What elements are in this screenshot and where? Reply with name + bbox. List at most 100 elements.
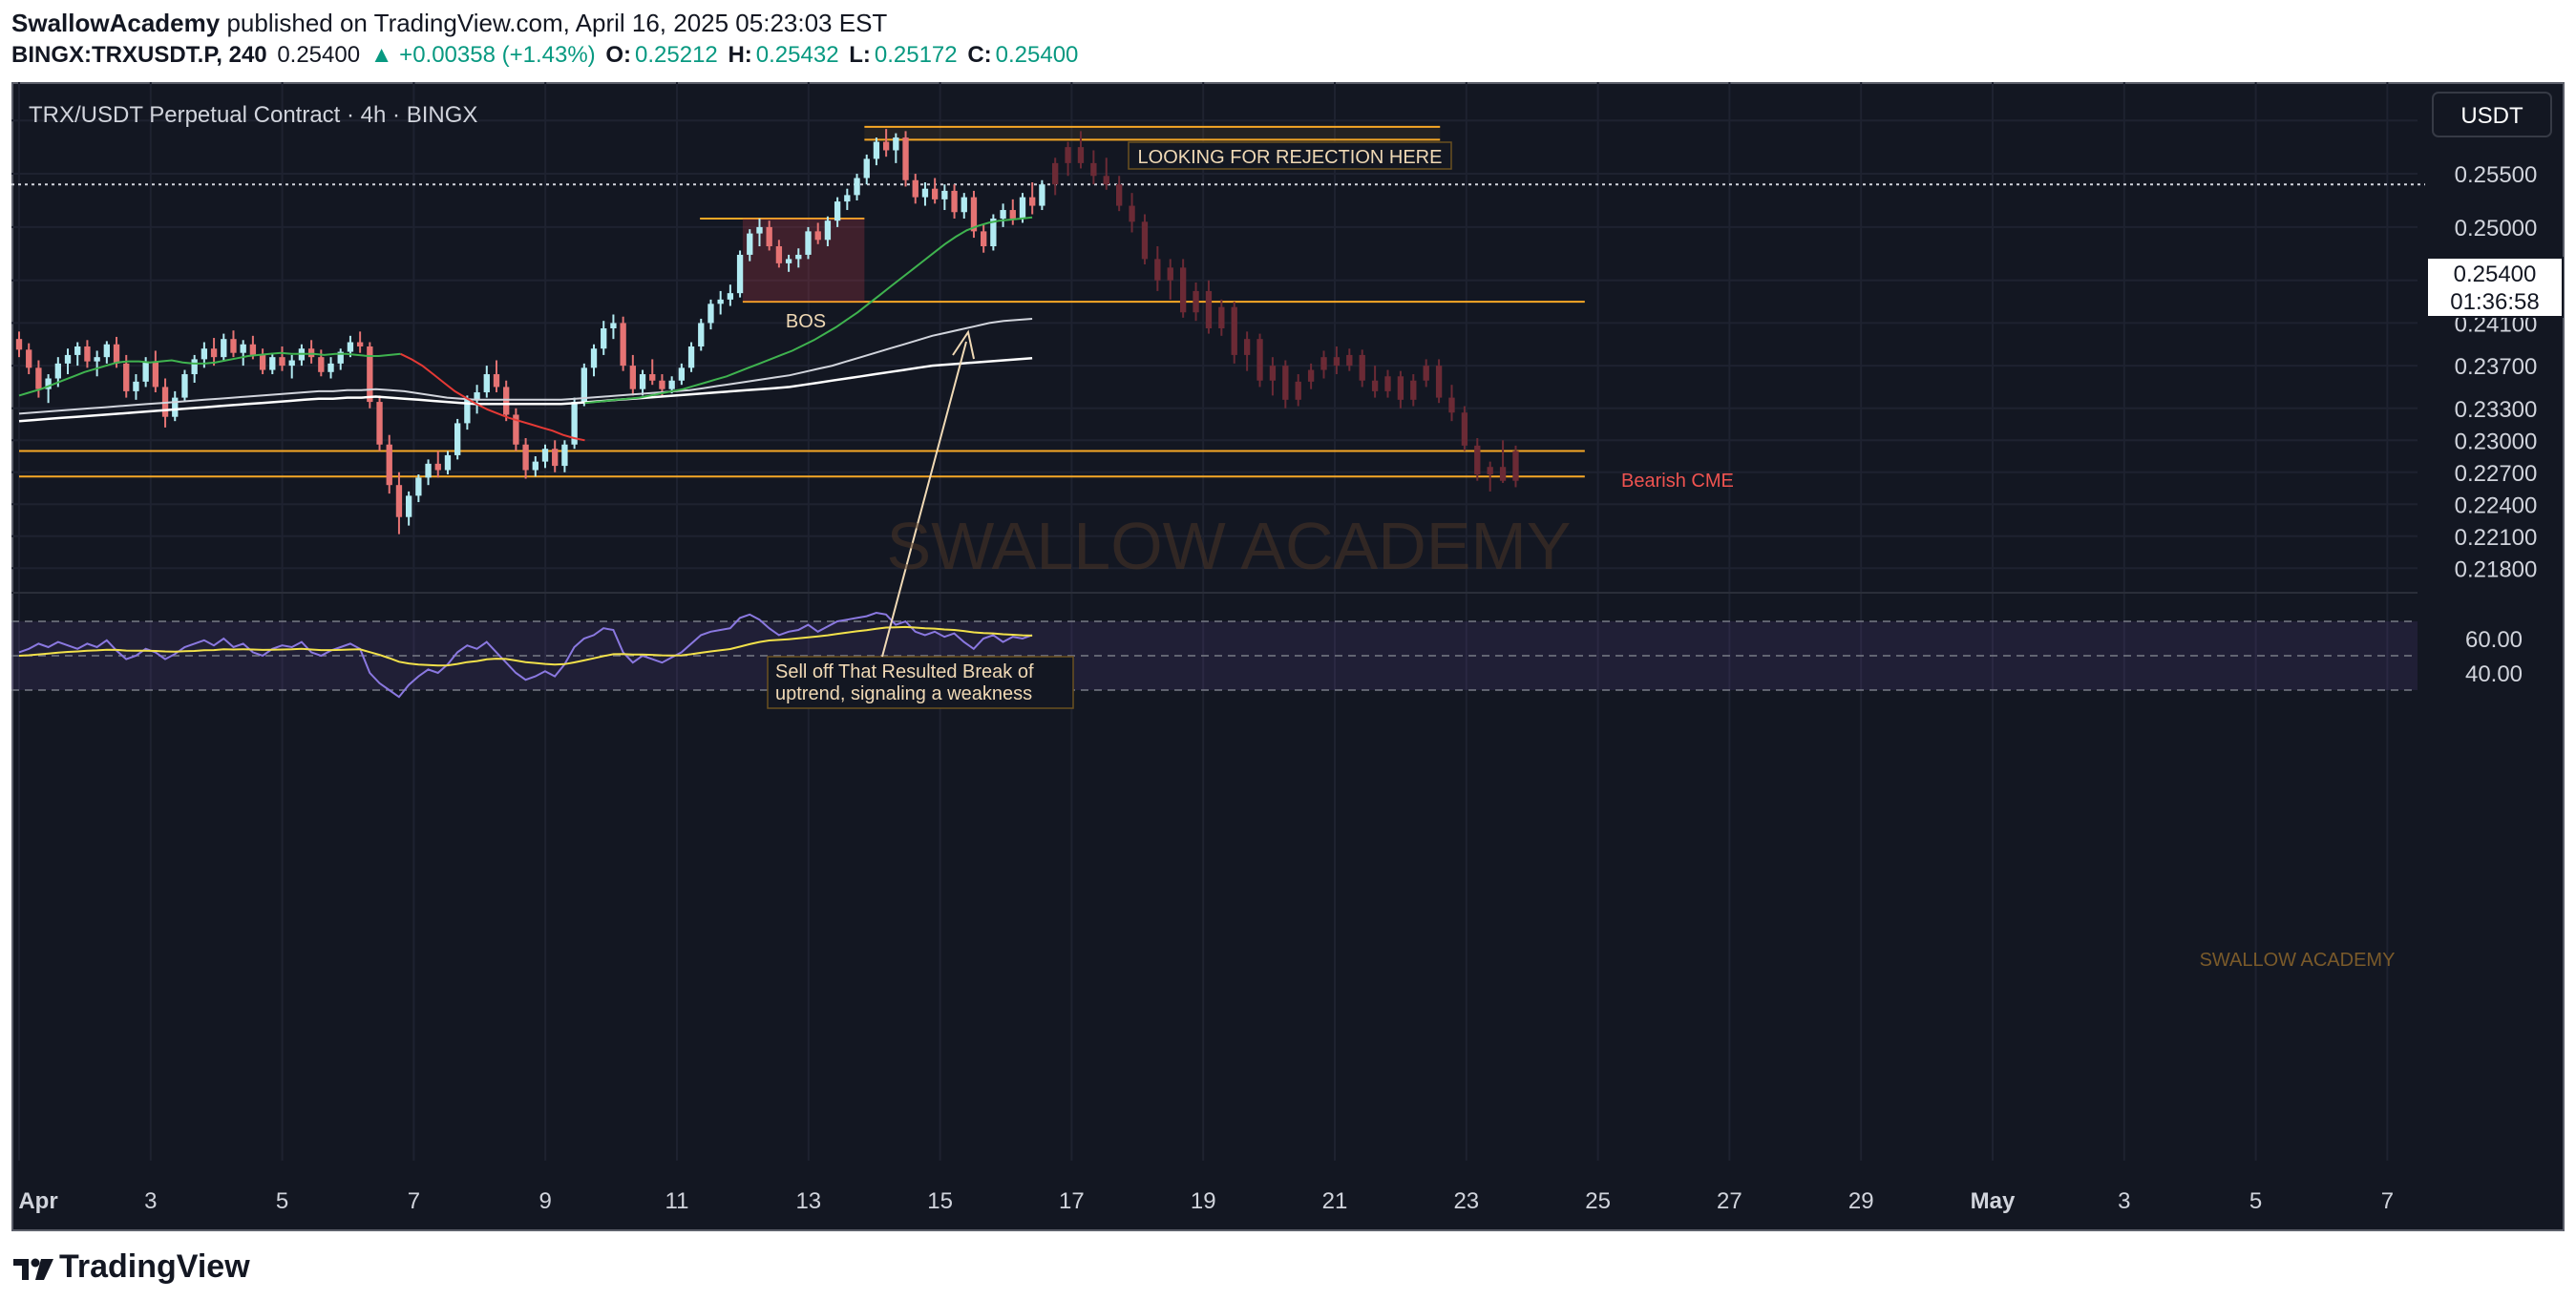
x-tick-label: 7: [408, 1188, 420, 1214]
candle-up: [863, 158, 870, 178]
x-tick-label: 25: [1585, 1188, 1611, 1214]
price-change: ▲ +0.00358 (+1.43%): [370, 42, 596, 68]
y-tick-label: 0.22400: [2455, 493, 2538, 518]
candle-up: [181, 374, 188, 398]
y-tick-label: 0.23700: [2455, 354, 2538, 380]
projection-candle: [1448, 397, 1455, 413]
projection-candle: [1461, 412, 1468, 446]
candle-down: [629, 366, 637, 389]
rejection-label-box: [1128, 141, 1452, 170]
candle-up: [824, 220, 832, 241]
low-label: L:: [849, 42, 871, 68]
candle-down: [152, 361, 159, 388]
candle-up: [269, 357, 276, 370]
x-tick-label: 27: [1717, 1188, 1742, 1214]
candle-up: [45, 378, 52, 389]
x-tick-label: 13: [795, 1188, 821, 1214]
x-tick-label: 5: [276, 1188, 288, 1214]
x-tick-label: 17: [1059, 1188, 1085, 1214]
candle-up: [142, 361, 149, 382]
candle-up: [1039, 184, 1045, 206]
candle-up: [893, 137, 899, 151]
x-tick-label: 11: [665, 1188, 689, 1214]
selloff-label-line1: Sell off That Resulted Break of: [775, 661, 1034, 682]
candle-up: [474, 392, 480, 400]
candle-down: [318, 357, 325, 372]
projection-candle: [1193, 290, 1199, 313]
candle-down: [386, 444, 392, 486]
candle-up: [541, 449, 549, 462]
y-tick-label: 0.23000: [2455, 429, 2538, 454]
candle-down: [552, 449, 559, 467]
candle-up: [707, 304, 714, 324]
candle-up: [64, 354, 72, 364]
projection-candle: [1371, 380, 1379, 391]
projection-candle: [1397, 376, 1404, 400]
candle-up: [990, 218, 997, 247]
candle-down: [113, 344, 120, 364]
ma-white-slow: [18, 357, 1033, 423]
candle-down: [1009, 210, 1016, 219]
projection-candle: [1423, 366, 1429, 381]
candle-down: [951, 190, 958, 213]
candle-down: [912, 179, 918, 198]
candle-down: [503, 387, 510, 415]
projection-candle: [1487, 467, 1493, 475]
candle-up: [172, 397, 179, 417]
candle-up: [844, 195, 851, 202]
candle-up: [532, 461, 538, 471]
candle-up: [240, 344, 246, 353]
candle-up: [610, 323, 617, 329]
projection-candle: [1269, 366, 1277, 381]
projection-candle: [1435, 366, 1443, 398]
projection-candle: [1256, 339, 1263, 381]
candle-up: [834, 201, 841, 221]
candle-up: [347, 342, 354, 352]
candle-down: [882, 141, 890, 151]
projection-candle: [1359, 354, 1365, 381]
projection-candle: [1154, 259, 1161, 281]
currency-button[interactable]: USDT: [2432, 92, 2552, 137]
candle-up: [221, 339, 227, 358]
chart-canvas[interactable]: 0.260000.255000.250000.245000.241000.237…: [11, 82, 2565, 1231]
candle-up: [571, 402, 578, 445]
chart-frame: [11, 82, 2565, 1231]
candle-up: [736, 254, 744, 294]
candle-up: [747, 233, 753, 255]
projection-candle: [1167, 267, 1173, 281]
candle-down: [931, 188, 939, 199]
candle-down: [26, 349, 32, 368]
projection-candle: [1090, 162, 1097, 177]
candle-up: [590, 348, 598, 368]
candle-down: [493, 374, 500, 388]
projection-candle: [1065, 147, 1071, 163]
projection-candle: [1103, 176, 1109, 185]
projection-candle: [1141, 221, 1149, 260]
candle-up: [717, 299, 724, 304]
projection-candle: [1346, 354, 1353, 367]
candle-up: [941, 190, 948, 199]
projection-candle: [1333, 357, 1341, 367]
symbol-label: BINGX:TRXUSDT.P, 240: [11, 42, 267, 68]
projection-candle: [1295, 381, 1301, 400]
candle-up: [201, 348, 208, 360]
published-text: published on TradingView.com, April 16, …: [226, 9, 888, 37]
candle-down: [395, 485, 403, 517]
candle-down: [356, 342, 364, 346]
ma-red: [400, 352, 585, 442]
candle-up: [94, 357, 100, 362]
currency-button-label: USDT: [2460, 103, 2523, 129]
x-tick-label: 15: [927, 1188, 953, 1214]
candle-down: [766, 226, 772, 247]
tradingview-logo[interactable]: TradingView: [11, 1248, 250, 1286]
candle-down: [902, 137, 909, 180]
candle-down: [649, 374, 656, 381]
low-value: 0.25172: [874, 42, 958, 68]
rsi-tick-label: 40.00: [2465, 661, 2523, 687]
ma-green-early: [18, 351, 401, 397]
candle-down: [367, 346, 373, 403]
author-name[interactable]: SwallowAcademy: [11, 9, 221, 37]
ma-white-fast: [18, 318, 1033, 415]
last-price: 0.25400: [277, 42, 361, 68]
candle-up: [639, 374, 646, 389]
